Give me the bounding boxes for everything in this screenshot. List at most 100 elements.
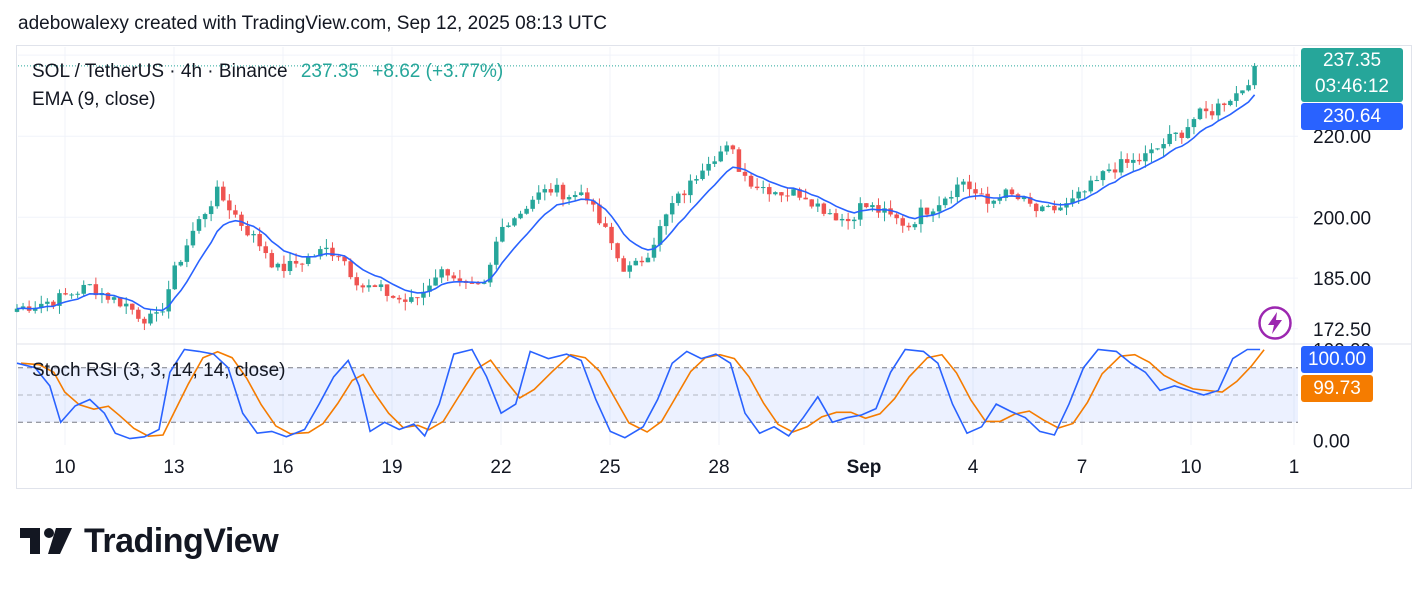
candle-body	[494, 241, 499, 265]
tradingview-logo-icon	[20, 528, 72, 554]
candle-body	[403, 299, 408, 302]
legend-symbol[interactable]: SOL / TetherUS · 4h · Binance 237.35 +8.…	[32, 61, 503, 83]
candle-body	[433, 277, 438, 286]
candle-body	[293, 260, 299, 264]
candle-body	[676, 193, 681, 204]
stoch-d-tag: 99.73	[1301, 375, 1373, 402]
candle-body	[839, 218, 845, 221]
candle-body	[967, 181, 972, 190]
stoch-d-line	[20, 349, 1265, 438]
candle-body	[409, 297, 414, 302]
candle-body	[1143, 153, 1148, 162]
candle-body	[1203, 108, 1209, 112]
candle-body	[1246, 85, 1251, 91]
candle-body	[985, 193, 990, 204]
candle-body	[1082, 191, 1087, 193]
candle-body	[645, 257, 651, 263]
candle-body	[760, 187, 766, 189]
candle-body	[1167, 133, 1172, 145]
candle-body	[1161, 144, 1166, 149]
candle-body	[888, 208, 893, 215]
candle-body	[688, 180, 693, 196]
candle-body	[75, 293, 80, 295]
candle-body	[1009, 189, 1015, 195]
candle-body	[45, 301, 50, 304]
candle-body	[942, 198, 948, 206]
time-axis-label: 28	[708, 457, 729, 478]
candle-body	[202, 214, 208, 220]
candle-body	[257, 234, 262, 247]
time-axis-label: 10	[1180, 457, 1201, 478]
candle-body	[1185, 127, 1191, 138]
candle-body	[57, 293, 62, 306]
price-axis-label: 220.00	[1313, 127, 1371, 148]
stoch-axis-label: 0.00	[1313, 431, 1350, 452]
candle-body	[427, 285, 432, 292]
grid-layer	[18, 47, 1298, 445]
chart-frame[interactable]	[16, 45, 1412, 489]
candle-body	[809, 199, 814, 207]
time-axis-label: 16	[272, 457, 293, 478]
candle-body	[924, 207, 930, 215]
candle-body	[269, 253, 275, 268]
candle-body	[196, 219, 202, 231]
candle-body	[1197, 108, 1203, 120]
candle-body	[330, 247, 335, 257]
legend-stoch[interactable]: Stoch RSI (3, 3, 14, 14, close)	[32, 360, 286, 381]
candle-body	[548, 189, 554, 193]
candle-body	[536, 192, 541, 200]
candle-body	[214, 186, 220, 207]
candle-body	[1252, 65, 1257, 86]
candle-body	[542, 189, 548, 193]
candle-body	[566, 197, 572, 200]
candle-body	[791, 189, 796, 196]
candle-body	[148, 313, 153, 324]
candle-body	[1027, 197, 1033, 204]
candle-body	[700, 170, 705, 180]
candle-body	[597, 204, 602, 224]
candle-body	[336, 256, 341, 258]
candle-body	[1173, 132, 1178, 134]
candle-body	[130, 303, 135, 310]
candle-body	[609, 226, 614, 244]
candle-body	[524, 208, 529, 214]
candle-body	[827, 213, 833, 215]
price-axis-label: 200.00	[1313, 208, 1371, 229]
candle-body	[779, 192, 784, 196]
candle-body	[1234, 93, 1239, 101]
candle-body	[1064, 203, 1069, 208]
candle-body	[663, 214, 669, 227]
candle-body	[633, 260, 639, 266]
time-axis-label: 13	[163, 457, 184, 478]
candle-body	[506, 225, 511, 227]
candle-body	[51, 301, 56, 306]
tradingview-brand[interactable]: TradingView	[20, 519, 279, 563]
candle-body	[736, 149, 742, 172]
candle-body	[560, 184, 566, 200]
time-axis-label: 1	[1289, 457, 1300, 478]
candle-body	[742, 171, 748, 176]
lightning-bolt-icon[interactable]	[1257, 305, 1293, 341]
candle-body	[305, 256, 311, 264]
time-axis: 10 13 16 19 22 25 28 Sep 4 7 10 1	[54, 457, 1299, 478]
candle-body	[372, 285, 378, 288]
candle-body	[682, 193, 687, 196]
candle-body	[384, 284, 390, 296]
candle-body	[627, 265, 632, 272]
candle-body	[615, 243, 620, 259]
candle-body	[603, 223, 608, 227]
time-axis-label: 22	[490, 457, 511, 478]
candle-body	[748, 175, 754, 187]
candle-body	[378, 284, 384, 288]
legend-ema[interactable]: EMA (9, close)	[32, 89, 156, 110]
candle-body	[390, 295, 396, 298]
candle-body	[136, 309, 141, 319]
candle-body	[912, 224, 918, 228]
candle-body	[961, 181, 966, 185]
candle-body	[1209, 111, 1215, 116]
candle-body	[936, 205, 942, 212]
candle-body	[754, 186, 760, 189]
candle-body	[1094, 180, 1100, 182]
candle-body	[669, 203, 675, 215]
